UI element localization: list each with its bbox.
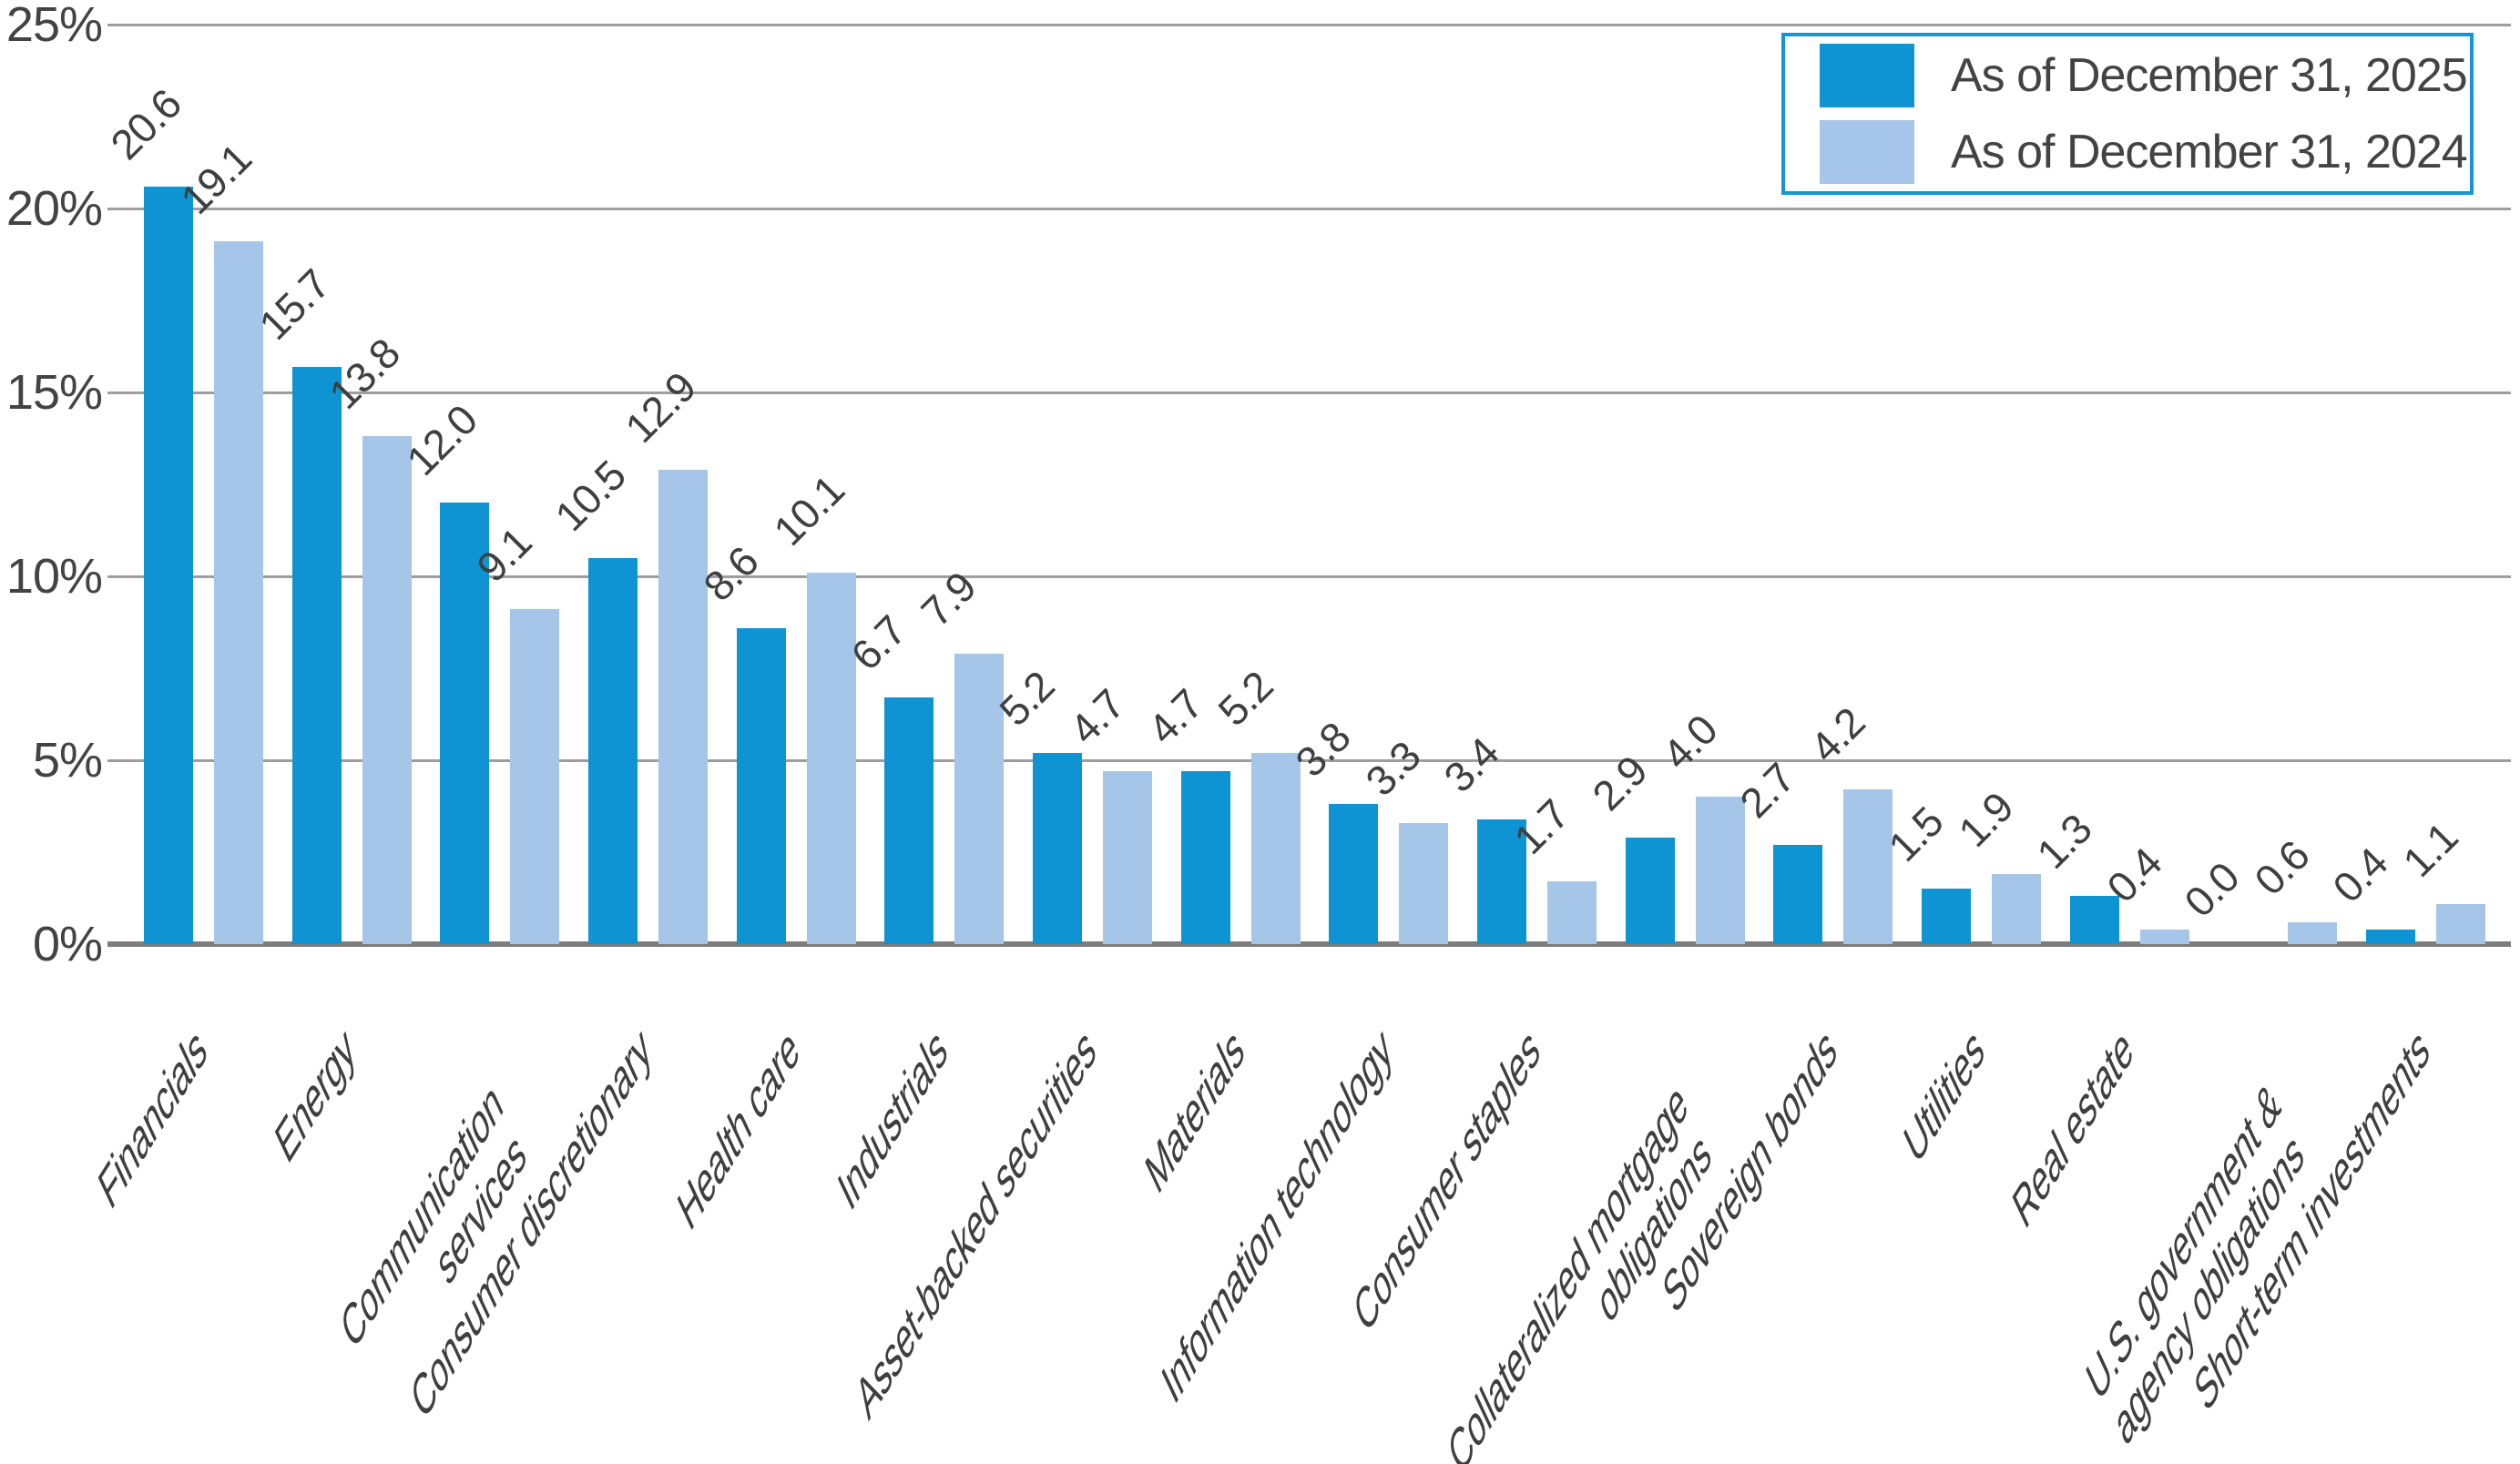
value-label-financials-2025: 20.6 — [101, 79, 190, 168]
y-axis-label-10: 10% — [5, 549, 103, 604]
bar-real-estate-2024 — [2139, 929, 2189, 944]
bar-short-term-investments-2024 — [2436, 903, 2486, 944]
value-label-short-term-investments-2024: 1.1 — [2393, 812, 2467, 886]
x-axis-line — [107, 941, 2511, 947]
x-axis-label-real-estate: Real estate — [2005, 1013, 2139, 1241]
value-label-consumer-staples-2025: 3.4 — [1434, 727, 1508, 801]
bar-consumer-staples-2024 — [1547, 881, 1597, 944]
gridline-20pct — [107, 208, 2511, 210]
gridline-5pct — [107, 759, 2511, 762]
bar-real-estate-2025 — [2069, 896, 2119, 944]
bar-collateralized-mortgage-obligations-2025 — [1625, 837, 1675, 944]
bar-energy-2025 — [291, 366, 342, 944]
value-label-energy-2025: 15.7 — [250, 259, 339, 349]
bar-consumer-discretionary-2025 — [588, 557, 638, 944]
value-label-materials-2024: 5.2 — [1209, 662, 1281, 736]
legend-label-2025: As of December 31, 2025 — [1951, 49, 2468, 102]
legend-swatch-2024 — [1820, 120, 1914, 184]
x-axis-label-industrials: Industrials — [831, 1013, 954, 1224]
bar-financials-2025 — [144, 186, 193, 944]
bar-collateralized-mortgage-obligations-2024 — [1695, 797, 1745, 944]
x-axis-label-financials: Financials — [91, 1013, 213, 1222]
bar-consumer-discretionary-2024 — [658, 469, 708, 944]
value-label-u-s-government-agency-obligations-2025: 0.0 — [2175, 853, 2249, 927]
x-axis-label-energy: Energy — [268, 1013, 362, 1176]
x-axis-label-asset-backed-securities: Asset-backed securities — [849, 1013, 1102, 1432]
legend-item-2024: As of December 31, 2024 — [1820, 120, 2470, 184]
bar-materials-2024 — [1250, 752, 1301, 944]
legend-swatch-2025 — [1820, 44, 1914, 107]
bar-health-care-2025 — [736, 627, 786, 944]
value-label-short-term-investments-2025: 0.4 — [2323, 839, 2397, 911]
bar-short-term-investments-2025 — [2366, 929, 2416, 944]
bar-asset-backed-securities-2025 — [1033, 752, 1083, 944]
value-label-real-estate-2025: 1.3 — [2027, 805, 2100, 879]
x-axis-label-health-care: Health care — [670, 1013, 806, 1243]
value-label-materials-2025: 4.7 — [1138, 680, 1211, 754]
bar-materials-2025 — [1180, 771, 1230, 944]
value-label-consumer-discretionary-2024: 12.9 — [616, 362, 705, 452]
value-label-utilities-2024: 1.9 — [1949, 783, 2023, 857]
gridline-25pct — [107, 24, 2511, 26]
value-label-asset-backed-securities-2024: 4.7 — [1060, 680, 1134, 754]
value-label-collateralized-mortgage-obligations-2024: 4.0 — [1653, 706, 1726, 779]
value-label-u-s-government-agency-obligations-2024: 0.6 — [2245, 831, 2319, 904]
legend: As of December 31, 2025 As of December 3… — [1781, 33, 2474, 195]
bar-communication-services-2024 — [510, 609, 560, 944]
x-axis-label-utilities: Utilities — [1897, 1013, 1991, 1177]
y-axis-label-25: 25% — [5, 0, 103, 52]
bar-utilities-2024 — [1992, 874, 2042, 944]
bar-utilities-2025 — [1922, 889, 1972, 944]
value-label-communication-services-2025: 12.0 — [397, 396, 486, 485]
bar-u-s-government-agency-obligations-2024 — [2288, 921, 2338, 944]
bar-industrials-2024 — [954, 653, 1005, 944]
bar-industrials-2025 — [884, 697, 934, 944]
y-axis-label-0: 0% — [32, 917, 103, 971]
value-label-information-technology-2024: 3.3 — [1356, 731, 1430, 805]
gridline-15pct — [107, 391, 2511, 394]
bar-financials-2024 — [214, 241, 263, 944]
y-axis-label-20: 20% — [5, 181, 103, 236]
value-label-health-care-2024: 10.1 — [764, 465, 853, 555]
y-axis-label-15: 15% — [5, 365, 103, 420]
bar-energy-2024 — [362, 436, 412, 944]
legend-item-2025: As of December 31, 2025 — [1820, 44, 2470, 107]
bar-asset-backed-securities-2024 — [1103, 771, 1153, 944]
bar-sovereign-bonds-2024 — [1843, 789, 1893, 944]
value-label-consumer-discretionary-2025: 10.5 — [546, 451, 635, 540]
bar-sovereign-bonds-2025 — [1773, 844, 1823, 944]
y-axis-label-5: 5% — [32, 733, 103, 788]
bar-information-technology-2024 — [1399, 822, 1449, 944]
bar-information-technology-2025 — [1329, 804, 1379, 944]
gridline-10pct — [107, 575, 2511, 578]
x-axis-label-materials: Materials — [1138, 1013, 1250, 1206]
legend-label-2024: As of December 31, 2024 — [1951, 126, 2468, 178]
bar-health-care-2024 — [806, 572, 856, 944]
bar-communication-services-2025 — [440, 503, 490, 944]
bar-consumer-staples-2025 — [1477, 818, 1527, 944]
